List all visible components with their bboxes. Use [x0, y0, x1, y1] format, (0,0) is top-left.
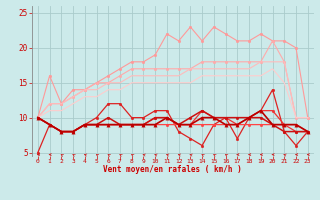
- X-axis label: Vent moyen/en rafales ( km/h ): Vent moyen/en rafales ( km/h ): [103, 165, 242, 174]
